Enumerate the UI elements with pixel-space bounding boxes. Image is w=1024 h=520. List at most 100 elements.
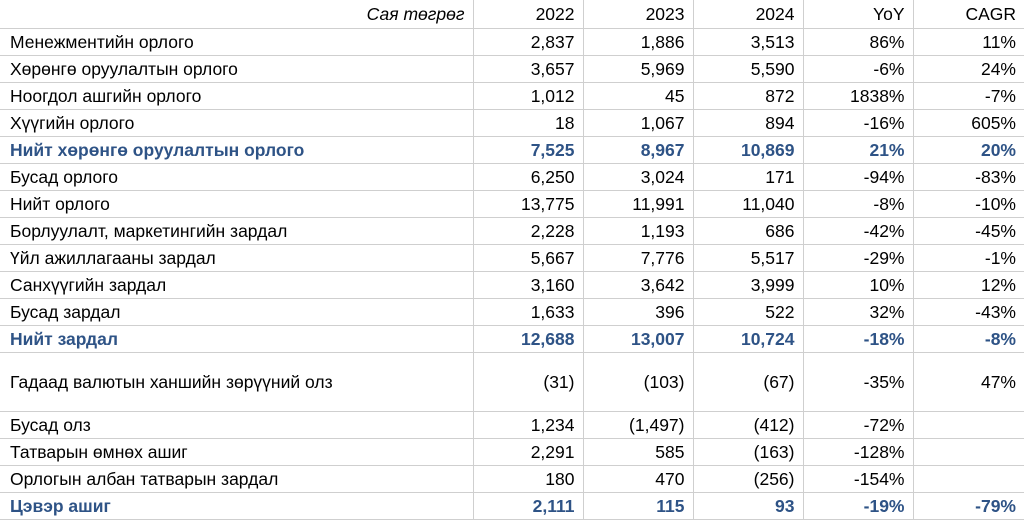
value-2023: 585 (583, 438, 694, 466)
cagr-value (913, 411, 1024, 439)
cagr-value: 24% (913, 55, 1024, 83)
row-label: Цэвэр ашиг (0, 492, 474, 520)
value-2023: 5,969 (583, 55, 694, 83)
yoy-value: -35% (803, 352, 914, 412)
total-row: Нийт зардал 12,688 13,007 10,724 -18% -8… (0, 325, 1024, 353)
row-label: Хүүгийн орлого (0, 109, 474, 137)
value-2023: (103) (583, 352, 694, 412)
value-2023: 45 (583, 82, 694, 110)
year-2024-header: 2024 (693, 0, 804, 29)
row-label: Нийт хөрөнгө оруулалтын орлого (0, 136, 474, 164)
header-row: Сая төгрөг 2022 2023 2024 YoY CAGR (0, 0, 1024, 29)
row-label: Бусад зардал (0, 298, 474, 326)
value-2024: 171 (693, 163, 804, 191)
row-label: Нийт зардал (0, 325, 474, 353)
value-2024: 5,517 (693, 244, 804, 272)
value-2024: 894 (693, 109, 804, 137)
value-2024: 93 (693, 492, 804, 520)
yoy-value: 32% (803, 298, 914, 326)
row-label: Бусад орлого (0, 163, 474, 191)
row-label: Үйл ажиллагааны зардал (0, 244, 474, 272)
yoy-value: 86% (803, 28, 914, 56)
row-label: Борлуулалт, маркетингийн зардал (0, 217, 474, 245)
value-2022: 2,228 (473, 217, 584, 245)
yoy-value: -42% (803, 217, 914, 245)
value-2023: 3,642 (583, 271, 694, 299)
value-2024: (412) (693, 411, 804, 439)
cagr-value: -43% (913, 298, 1024, 326)
value-2024: 3,513 (693, 28, 804, 56)
value-2022: 2,291 (473, 438, 584, 466)
year-2022-header: 2022 (473, 0, 584, 29)
row-label: Хөрөнгө оруулалтын орлого (0, 55, 474, 83)
value-2022: 2,111 (473, 492, 584, 520)
value-2022: 6,250 (473, 163, 584, 191)
cagr-value: -83% (913, 163, 1024, 191)
table-row: Бусад зардал 1,633 396 522 32% -43% (0, 298, 1024, 326)
table-row: Менежментийн орлого 2,837 1,886 3,513 86… (0, 28, 1024, 56)
yoy-value: -6% (803, 55, 914, 83)
yoy-value: -18% (803, 325, 914, 353)
cagr-value: 12% (913, 271, 1024, 299)
row-label: Менежментийн орлого (0, 28, 474, 56)
yoy-value: -19% (803, 492, 914, 520)
table-row: Үйл ажиллагааны зардал 5,667 7,776 5,517… (0, 244, 1024, 272)
table-row: Орлогын албан татварын зардал 180 470 (2… (0, 465, 1024, 493)
row-label: Татварын өмнөх ашиг (0, 438, 474, 466)
cagr-value: -7% (913, 82, 1024, 110)
yoy-value: -29% (803, 244, 914, 272)
value-2024: 872 (693, 82, 804, 110)
value-2022: 3,160 (473, 271, 584, 299)
value-2022: 13,775 (473, 190, 584, 218)
value-2024: 686 (693, 217, 804, 245)
total-row: Цэвэр ашиг 2,111 115 93 -19% -79% (0, 492, 1024, 520)
value-2024: (67) (693, 352, 804, 412)
cagr-header: CAGR (913, 0, 1024, 29)
yoy-value: -8% (803, 190, 914, 218)
cagr-value: 47% (913, 352, 1024, 412)
row-label: Орлогын албан татварын зардал (0, 465, 474, 493)
value-2023: 13,007 (583, 325, 694, 353)
table-row: Ноогдол ашгийн орлого 1,012 45 872 1838%… (0, 82, 1024, 110)
table-row: Борлуулалт, маркетингийн зардал 2,228 1,… (0, 217, 1024, 245)
value-2023: 396 (583, 298, 694, 326)
value-2022: 2,837 (473, 28, 584, 56)
value-2024: 522 (693, 298, 804, 326)
value-2022: 1,633 (473, 298, 584, 326)
cagr-value: -10% (913, 190, 1024, 218)
yoy-value: -128% (803, 438, 914, 466)
unit-label: Сая төгрөг (0, 0, 474, 29)
value-2024: (256) (693, 465, 804, 493)
cagr-value: -79% (913, 492, 1024, 520)
row-label: Санхүүгийн зардал (0, 271, 474, 299)
value-2022: 1,234 (473, 411, 584, 439)
yoy-value: 10% (803, 271, 914, 299)
value-2023: 1,886 (583, 28, 694, 56)
cagr-value: -1% (913, 244, 1024, 272)
row-label: Ноогдол ашгийн орлого (0, 82, 474, 110)
table-row: Нийт орлого 13,775 11,991 11,040 -8% -10… (0, 190, 1024, 218)
value-2022: (31) (473, 352, 584, 412)
value-2022: 12,688 (473, 325, 584, 353)
value-2023: (1,497) (583, 411, 694, 439)
value-2023: 3,024 (583, 163, 694, 191)
value-2022: 18 (473, 109, 584, 137)
value-2022: 180 (473, 465, 584, 493)
value-2023: 470 (583, 465, 694, 493)
row-label: Нийт орлого (0, 190, 474, 218)
value-2023: 7,776 (583, 244, 694, 272)
cagr-value: -45% (913, 217, 1024, 245)
value-2023: 115 (583, 492, 694, 520)
yoy-value: -16% (803, 109, 914, 137)
cagr-value (913, 438, 1024, 466)
row-label: Гадаад валютын ханшийн зөрүүний олз (0, 352, 474, 412)
yoy-header: YoY (803, 0, 914, 29)
yoy-value: -72% (803, 411, 914, 439)
value-2024: 11,040 (693, 190, 804, 218)
table-row: Хөрөнгө оруулалтын орлого 3,657 5,969 5,… (0, 55, 1024, 83)
value-2024: (163) (693, 438, 804, 466)
value-2023: 1,193 (583, 217, 694, 245)
value-2022: 5,667 (473, 244, 584, 272)
yoy-value: -154% (803, 465, 914, 493)
